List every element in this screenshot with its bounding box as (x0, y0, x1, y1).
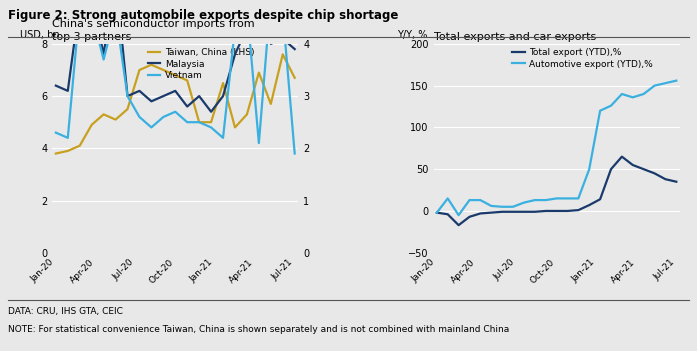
Text: Y/Y, %: Y/Y, % (397, 30, 427, 40)
Text: DATA: CRU, IHS GTA, CEIC: DATA: CRU, IHS GTA, CEIC (8, 307, 123, 316)
Text: USD, bn: USD, bn (20, 30, 60, 40)
Text: China's semiconductor imports from
top 3 partners: China's semiconductor imports from top 3… (52, 19, 255, 42)
Legend: Total export (YTD),%, Automotive export (YTD),%: Total export (YTD),%, Automotive export … (512, 48, 653, 69)
Text: Figure 2: Strong automobile exports despite chip shortage: Figure 2: Strong automobile exports desp… (8, 9, 399, 22)
Text: NOTE: For statistical convenience Taiwan, China is shown separately and is not c: NOTE: For statistical convenience Taiwan… (8, 325, 510, 334)
Text: Total exports and car exports: Total exports and car exports (434, 32, 596, 42)
Legend: Taiwan, China (LHS), Malaysia, Vietnam: Taiwan, China (LHS), Malaysia, Vietnam (148, 48, 254, 80)
